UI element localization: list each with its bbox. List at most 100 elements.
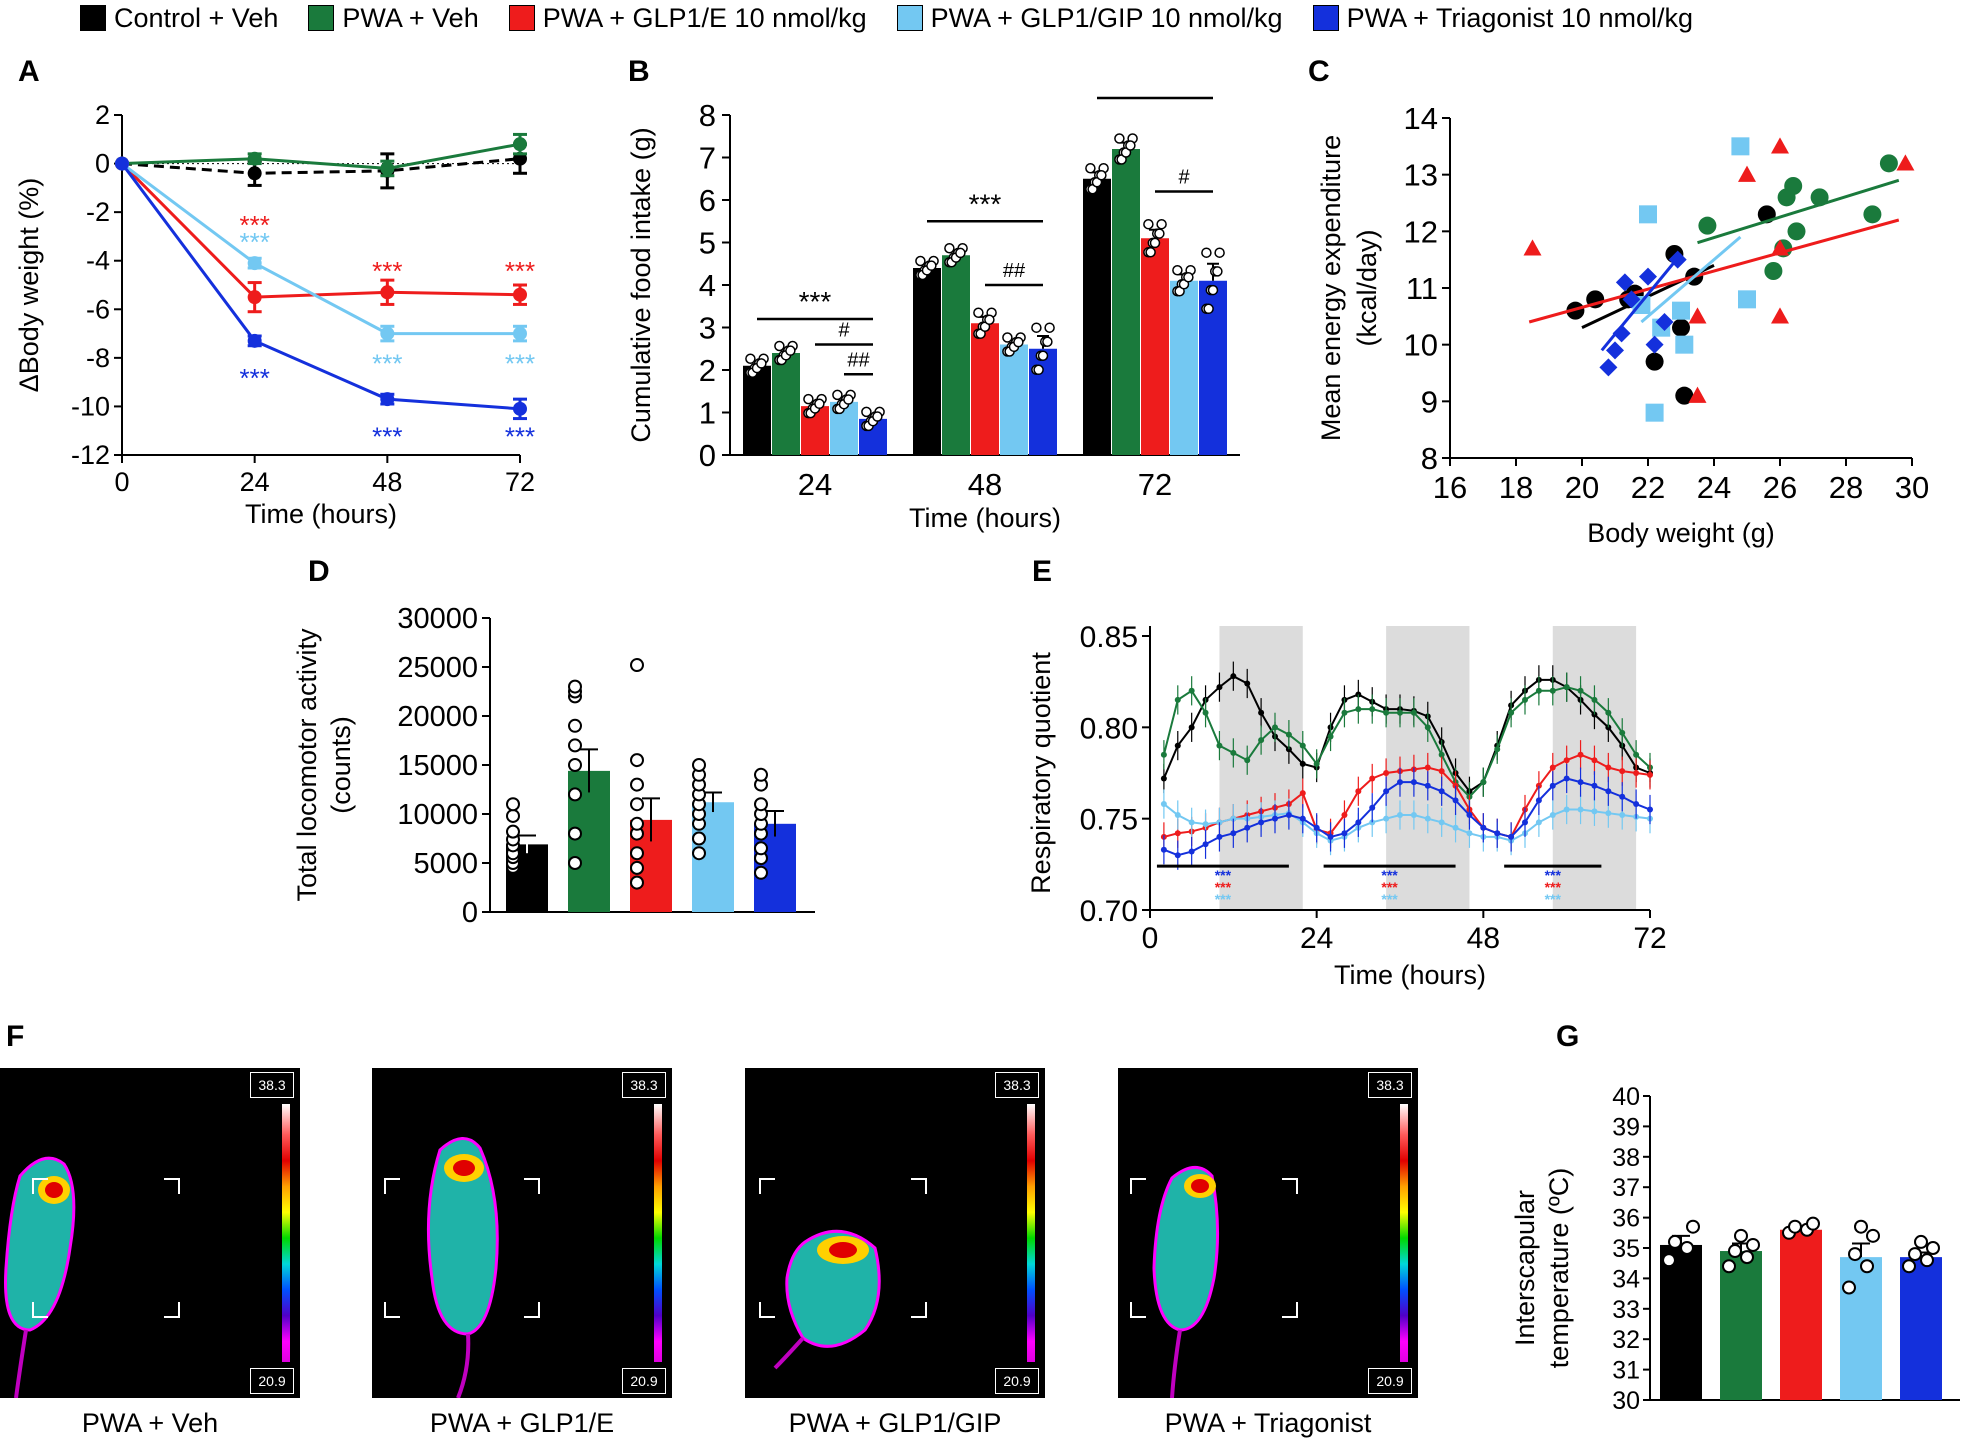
bar	[1029, 348, 1057, 455]
data-point	[1860, 1259, 1874, 1274]
data-point	[1535, 687, 1542, 694]
data-point	[745, 353, 756, 364]
data-point	[1494, 830, 1501, 837]
significance-label: ***	[372, 348, 402, 378]
significance-label: ***	[1215, 867, 1232, 883]
data-point	[803, 393, 814, 405]
data-point	[861, 406, 872, 418]
data-point	[1466, 812, 1473, 819]
y-axis-title-line2: (kcal/day)	[1352, 229, 1382, 346]
data-point	[1508, 709, 1515, 716]
data-point	[1577, 687, 1584, 694]
data-point	[1183, 271, 1194, 283]
bar	[743, 365, 771, 455]
y-tick-label: 0	[95, 149, 110, 179]
data-point	[1424, 764, 1431, 771]
data-point	[1085, 162, 1096, 174]
y-tick-label: 10	[1404, 328, 1438, 363]
data-point	[692, 758, 706, 772]
data-point	[1397, 709, 1403, 716]
data-point	[1771, 307, 1789, 324]
data-point	[1214, 247, 1225, 258]
y-tick-label: -6	[86, 294, 110, 324]
thermal-scale-max: 38.3	[1368, 1072, 1412, 1098]
mouse-thermal-silhouette	[1152, 1166, 1220, 1398]
legend-swatch	[308, 5, 335, 31]
data-point	[1397, 779, 1403, 786]
y-axis-title-line1: Interscapular	[1510, 1190, 1540, 1346]
data-point	[115, 156, 129, 171]
thermal-image-glp1gip: 38.3 20.9	[745, 1068, 1045, 1398]
bar	[1660, 1244, 1702, 1400]
data-point	[1216, 684, 1223, 691]
legend: Control + Veh PWA + Veh PWA + GLP1/E 10 …	[80, 0, 1693, 36]
data-point	[1605, 709, 1612, 716]
data-point	[1619, 729, 1626, 736]
data-point	[1920, 1253, 1934, 1268]
significance-label: ***	[1381, 891, 1398, 907]
data-point	[1731, 137, 1750, 156]
data-point	[1591, 757, 1598, 764]
roi-corner	[32, 1178, 48, 1194]
data-point	[1738, 165, 1756, 182]
data-point	[1037, 350, 1049, 362]
data-point	[630, 846, 644, 861]
data-point	[247, 166, 262, 181]
data-point	[1203, 303, 1214, 315]
legend-swatch	[508, 5, 535, 31]
data-point	[1788, 1219, 1802, 1234]
x-axis-title: Body weight (g)	[1587, 518, 1775, 548]
data-point	[1647, 806, 1653, 813]
data-point	[1410, 779, 1417, 786]
x-tick-label: 16	[1433, 470, 1467, 505]
data-point	[1258, 819, 1265, 826]
data-point	[814, 398, 825, 410]
data-point	[1771, 137, 1789, 154]
y-tick-label: 30	[1612, 1387, 1640, 1415]
data-point	[785, 345, 796, 356]
data-point	[1549, 782, 1556, 789]
y-tick-label: 10000	[397, 799, 478, 831]
data-point	[1383, 815, 1390, 822]
data-point	[1299, 790, 1306, 797]
panel-label-b: B	[628, 55, 650, 88]
thermal-color-scale	[654, 1104, 662, 1362]
data-point	[506, 824, 520, 839]
series-line	[121, 157, 521, 175]
significance-label: ***	[1381, 867, 1398, 883]
data-point	[1216, 742, 1223, 749]
thermal-image-glp1e: 38.3 20.9	[372, 1068, 672, 1398]
y-tick-label: 0	[699, 438, 716, 473]
data-point	[247, 151, 262, 166]
data-point	[1466, 830, 1473, 837]
data-point	[1639, 205, 1657, 224]
data-point	[568, 738, 582, 753]
y-tick-label: 0.85	[1080, 621, 1138, 654]
data-point	[1313, 824, 1320, 831]
y-tick-label: 35	[1612, 1235, 1640, 1263]
data-point	[1216, 833, 1223, 840]
data-point	[1738, 290, 1756, 309]
data-point	[1383, 709, 1390, 716]
y-tick-label: 20000	[397, 701, 478, 733]
thermal-scale-min: 20.9	[622, 1368, 666, 1394]
data-point	[1341, 830, 1348, 837]
roi-corner	[1130, 1302, 1146, 1318]
y-tick-label: 32	[1612, 1326, 1640, 1354]
data-point	[1535, 797, 1542, 804]
series-line	[120, 162, 521, 299]
data-point	[1424, 815, 1431, 822]
data-point	[1606, 341, 1624, 360]
data-point	[1577, 779, 1584, 786]
data-point	[1424, 782, 1431, 789]
data-point	[1341, 709, 1348, 716]
y-tick-label: 30000	[397, 603, 478, 635]
data-point	[1212, 266, 1223, 277]
roi-corner	[384, 1302, 400, 1318]
data-point	[1258, 709, 1265, 716]
data-point	[1672, 301, 1690, 320]
significance-label: ***	[969, 188, 1002, 219]
y-tick-label: -10	[71, 391, 110, 421]
panel-label-g: G	[1556, 1020, 1580, 1053]
data-point	[1810, 188, 1829, 207]
